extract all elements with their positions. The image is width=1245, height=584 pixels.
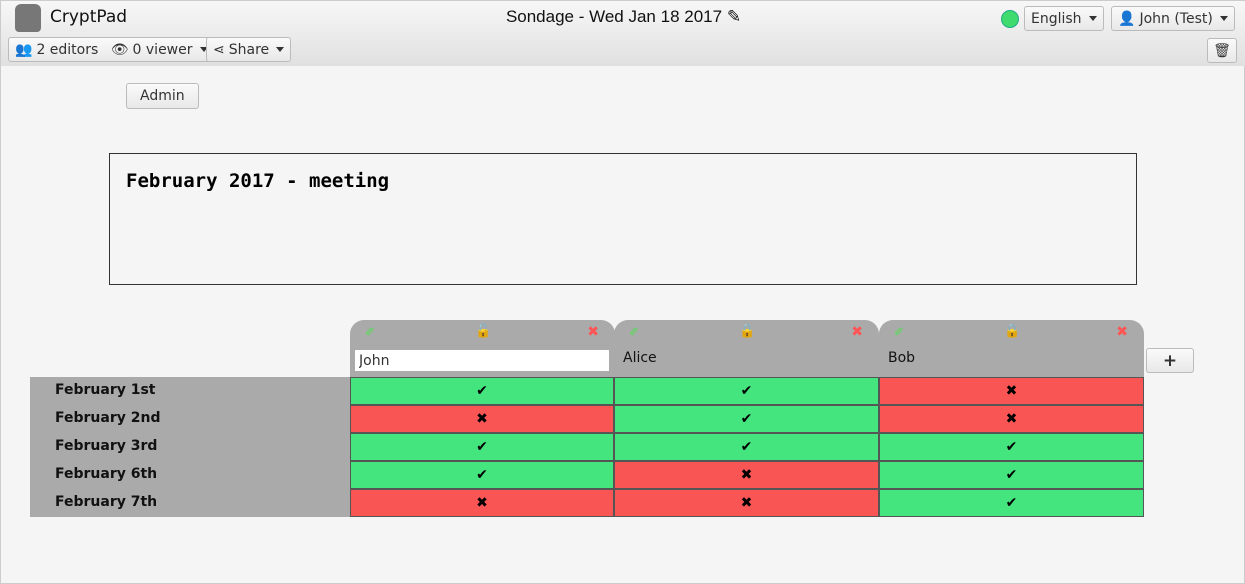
poll-description-editor[interactable]: February 2017 - meeting [109,153,1137,285]
cross-icon[interactable]: ✖ [350,489,614,517]
check-icon[interactable]: ✔ [614,377,879,405]
row-label: February 1st [30,377,350,405]
check-icon[interactable]: ✔ [879,489,1144,517]
row-label: February 3rd [30,433,350,461]
row-label: February 7th [30,489,350,517]
app-name: CryptPad [50,7,128,27]
cross-icon[interactable]: ✖ [879,405,1144,433]
column-name-input[interactable] [355,350,609,371]
chevron-down-icon [1088,16,1097,21]
users-icon: 👥 [15,41,33,58]
column-header: ✐ 🔒 ✖ Bob [879,320,1144,377]
delete-column-icon[interactable]: ✖ [587,324,599,340]
viewers-count: 0 viewer [132,41,193,58]
user-menu[interactable]: 👤 John (Test) [1111,6,1235,31]
pad-title[interactable]: Sondage - Wed Jan 18 2017 ✎ [1,7,1245,27]
cryptpad-logo-icon [15,4,41,32]
trash-icon: 🗑 [1213,42,1231,59]
share-icon: ⋖ [213,41,225,58]
toolbar: CryptPad Sondage - Wed Jan 18 2017 ✎ Eng… [1,1,1245,66]
language-label: English [1031,10,1082,27]
cross-icon[interactable]: ✖ [879,377,1144,405]
share-label: Share [228,41,270,58]
share-button[interactable]: ⋖ Share [206,37,292,62]
pencil-icon[interactable]: ✎ [726,7,742,26]
delete-column-icon[interactable]: ✖ [1116,324,1128,340]
userlist-button[interactable]: 👥 2 editors 👁 0 viewer [8,37,215,62]
check-icon[interactable]: ✔ [350,433,614,461]
add-column-button[interactable]: + [1146,348,1194,373]
user-icon: 👤 [1118,10,1136,27]
cross-icon[interactable]: ✖ [614,489,879,517]
admin-button[interactable]: Admin [126,83,199,109]
lock-icon[interactable]: 🔒 [739,324,756,339]
edit-column-icon[interactable]: ✐ [894,325,905,339]
cross-icon[interactable]: ✖ [350,405,614,433]
edit-column-icon[interactable]: ✐ [629,325,640,339]
connection-status-indicator [1001,10,1019,28]
delete-pad-button[interactable]: 🗑 [1207,38,1237,63]
chevron-down-icon [199,47,208,52]
column-header: ✐ 🔒 ✖ Alice [614,320,879,377]
edit-column-icon[interactable]: ✐ [365,325,376,339]
pad-title-text: Sondage - Wed Jan 18 2017 [505,7,723,26]
row-label: February 2nd [30,405,350,433]
check-icon[interactable]: ✔ [350,377,614,405]
row-label: February 6th [30,461,350,489]
admin-label: Admin [140,88,185,104]
check-icon[interactable]: ✔ [350,461,614,489]
check-icon[interactable]: ✔ [879,461,1144,489]
column-header: ✐ 🔓 ✖ [350,320,615,377]
check-icon[interactable]: ✔ [614,405,879,433]
editors-count: 2 editors [36,41,99,58]
user-label: John (Test) [1139,10,1213,27]
chevron-down-icon [1219,16,1228,21]
plus-icon: + [1162,350,1178,371]
lock-icon[interactable]: 🔒 [1004,324,1021,339]
check-icon[interactable]: ✔ [879,433,1144,461]
check-icon[interactable]: ✔ [614,433,879,461]
delete-column-icon[interactable]: ✖ [851,324,863,340]
unlock-icon[interactable]: 🔓 [475,324,492,339]
column-name: Bob [888,350,916,366]
language-select[interactable]: English [1024,6,1104,31]
eye-icon: 👁 [110,41,129,58]
cross-icon[interactable]: ✖ [614,461,879,489]
poll-title: February 2017 - meeting [126,170,390,192]
column-name: Alice [623,350,657,366]
chevron-down-icon [276,47,285,52]
